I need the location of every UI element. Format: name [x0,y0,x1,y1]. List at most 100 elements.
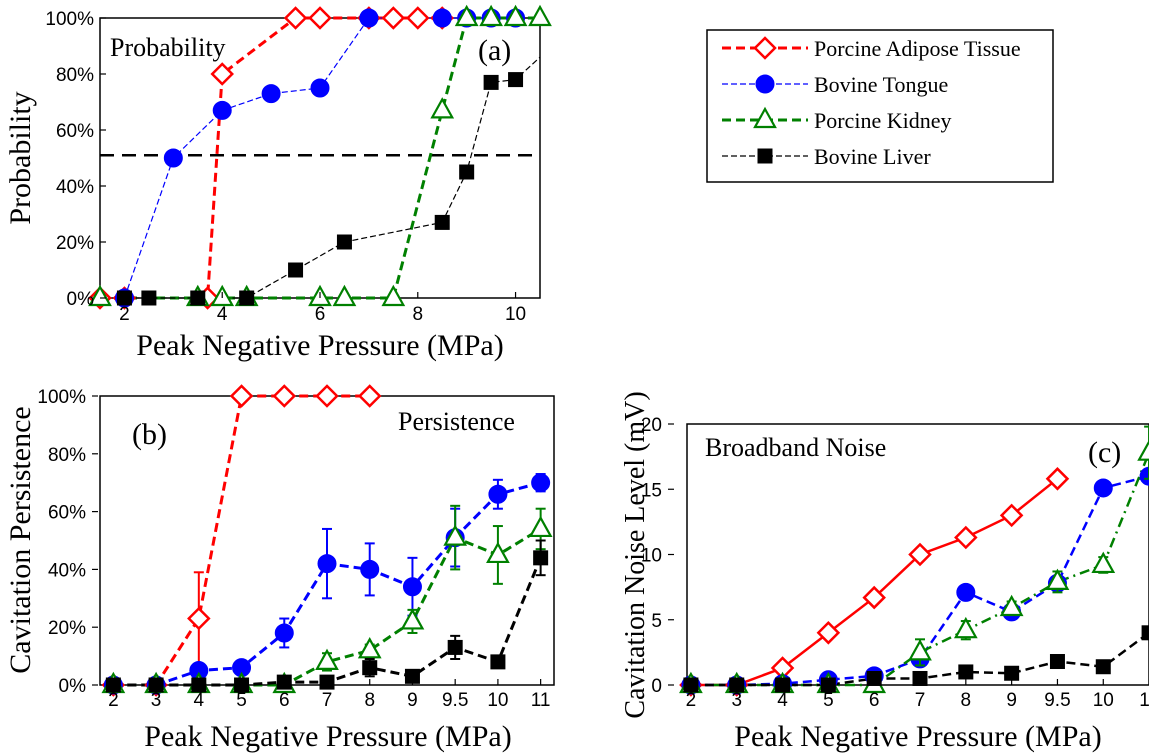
series-line-porcine-adipose-tissue [100,16,443,300]
data-point-bovine-tongue [1093,478,1113,498]
data-point-porcine-kidney [443,524,468,546]
data-point-bovine-tongue [212,100,232,120]
panel-b-label: (b) [132,418,167,451]
y-tick-label: 80% [48,445,86,466]
panel-b-xlabel: Peak Negative Pressure (MPa) [144,720,511,753]
panel-b-axes: 2 3 4 5 6 7 8 9 9.5 10 11 0% 20% 40% 60% 80% 100% [37,387,550,711]
data-point-porcine-adipose-tissue [816,621,841,645]
x-tick-label: 10 [505,304,526,325]
y-tick-label: 5 [651,611,662,632]
data-point-bovine-tongue [360,559,380,579]
y-tick-label: 0 [651,676,662,697]
data-point-porcine-adipose-tissue [272,384,297,408]
x-tick-label: 2 [119,304,130,325]
data-point-bovine-tongue [432,8,452,28]
data-point-bovine-liver [912,670,928,686]
data-point-porcine-kidney [503,4,528,27]
legend-label-tongue: Bovine Tongue [814,72,948,97]
y-tick-label: 40% [48,560,86,581]
legend-label-liver: Bovine Liver [814,144,931,169]
data-point-bovine-liver [404,668,420,684]
data-point-porcine-adipose-tissue [862,585,886,610]
panel-a-axes: 2 4 6 8 100%20%40%60%80%100% [45,9,526,325]
data-point-porcine-kidney [999,594,1024,617]
data-point-bovine-liver [434,214,450,230]
panel-c-xlabel: Peak Negative Pressure (MPa) [734,720,1101,753]
legend-marker-porcine-adipose-tissue [753,36,777,60]
data-point-porcine-adipose-tissue [954,525,978,550]
data-point-bovine-tongue [310,78,330,98]
panel-c-axes: 2 3 4 5 6 7 8 9 9.5 10 11 0 5 10 15 20 [641,415,1149,711]
x-tick-label: 3 [151,690,162,711]
data-point-porcine-kidney [88,284,112,307]
data-point-bovine-liver [141,290,157,306]
data-point-bovine-tongue [317,554,337,574]
y-tick-label: 20% [48,618,86,639]
legend-label-kidney: Porcine Kidney [814,108,951,133]
panel-c-annotation: Broadband Noise [705,433,886,462]
x-tick-label: 8 [364,690,375,711]
y-tick-label: 20 [641,415,662,436]
data-point-bovine-tongue [274,623,294,643]
data-point-bovine-tongue [531,473,551,493]
y-tick-label: 40% [56,177,94,198]
y-tick-label: 20% [56,233,94,254]
panel-a-annotation: Probability [110,33,226,62]
x-tick-label: 5 [823,690,834,711]
x-tick-label: 9.5 [1044,690,1070,711]
data-point-bovine-liver [1049,654,1065,670]
data-point-porcine-kidney [1091,551,1116,574]
data-point-porcine-kidney [479,4,503,27]
data-point-porcine-adipose-tissue [308,6,332,30]
x-tick-label: 2 [686,690,697,711]
data-point-bovine-liver [459,164,475,180]
y-tick-label: 100% [45,9,94,30]
y-tick-label: 100% [37,387,86,408]
data-point-porcine-kidney [528,515,553,538]
x-tick-label: 4 [194,690,205,711]
data-point-porcine-kidney [1137,439,1149,461]
panel-b-persistence: 2 3 4 5 6 7 8 9 9.5 10 11 0% 20% 40% 60% 80% 100% Persis… [4,384,555,753]
data-point-porcine-kidney [381,284,406,307]
legend-marker-porcine-kidney [753,106,777,129]
panel-a-probability: 2 4 6 8 100%20%40%60%80%100% Probability (a)… [4,4,552,362]
y-tick-label: 15 [641,480,662,501]
x-tick-label: 8 [412,304,423,325]
y-tick-label: 60% [56,121,94,142]
data-point-bovine-liver [239,290,255,306]
data-point-bovine-tongue [488,484,508,504]
x-tick-label: 10 [487,690,508,711]
data-point-porcine-kidney [315,648,339,670]
data-point-porcine-kidney [908,639,932,661]
data-point-porcine-adipose-tissue [999,503,1024,528]
data-point-bovine-liver [490,654,506,670]
x-tick-label: 4 [217,304,228,325]
data-point-porcine-adipose-tissue [1045,467,1070,491]
data-point-porcine-kidney [332,284,357,307]
data-point-bovine-liver [1141,625,1149,641]
data-point-bovine-liver [508,72,524,88]
data-point-bovine-liver [866,670,882,686]
data-point-bovine-tongue [163,148,183,168]
panel-a-label: (a) [478,34,511,67]
data-point-bovine-liver [1004,665,1020,681]
legend-label-adipose: Porcine Adipose Tissue [814,36,1021,61]
data-point-porcine-adipose-tissue [357,384,382,408]
legend-marks [722,36,808,164]
panel-c-marks [679,425,1149,697]
y-tick-label: 0% [67,289,95,310]
x-tick-label: 11 [531,690,551,711]
data-point-bovine-liver [447,639,463,655]
x-tick-label: 10 [1093,690,1114,711]
panel-a-ylabel: Probability [4,91,37,224]
data-point-porcine-adipose-tissue [229,384,254,408]
data-point-porcine-kidney [486,541,510,564]
data-point-porcine-adipose-tissue [315,384,339,408]
data-point-bovine-tongue [1139,466,1149,486]
x-tick-label: 6 [279,690,290,711]
x-tick-label: 9 [1006,690,1017,711]
data-point-bovine-liver [1095,659,1111,675]
legend-marker-bovine-tongue [755,74,775,94]
legend: Porcine Adipose Tissue Bovine Tongue Por… [706,29,1054,183]
data-point-bovine-tongue [956,582,976,602]
